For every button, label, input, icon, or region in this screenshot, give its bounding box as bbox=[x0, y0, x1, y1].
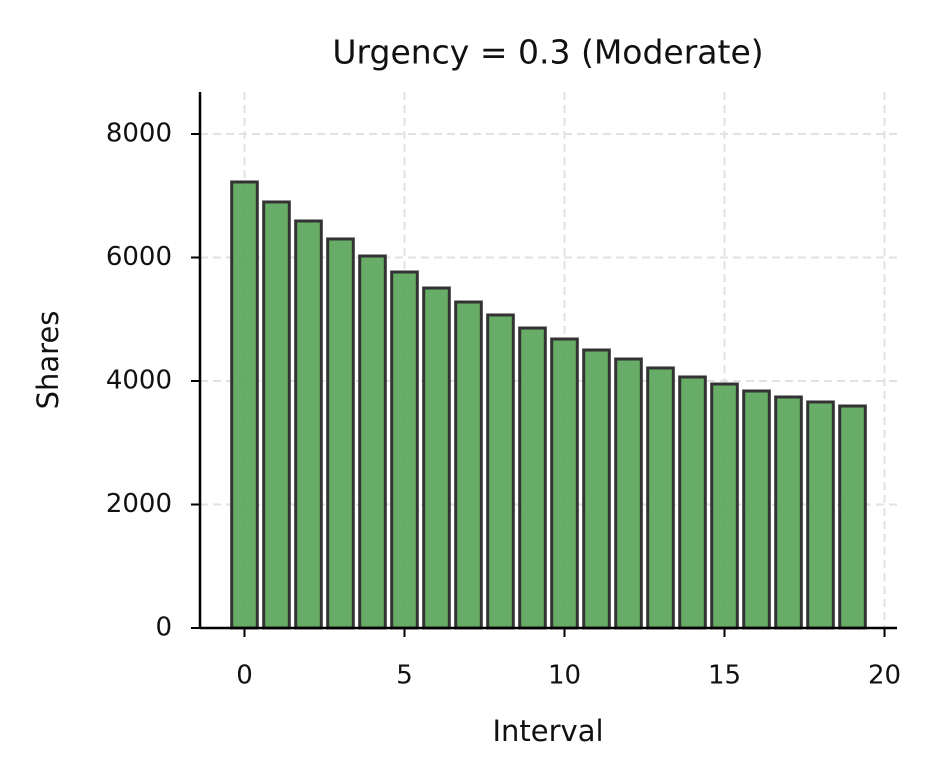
bar bbox=[262, 200, 291, 630]
bar bbox=[550, 337, 579, 630]
x-tick-label: 0 bbox=[236, 661, 253, 691]
y-tick-label: 0 bbox=[155, 613, 172, 643]
x-tick-label: 15 bbox=[708, 661, 741, 691]
bar bbox=[454, 300, 483, 630]
bar bbox=[486, 313, 515, 630]
bar bbox=[806, 400, 835, 630]
bar bbox=[742, 389, 771, 630]
chart-title: Urgency = 0.3 (Moderate) bbox=[332, 33, 763, 72]
bar bbox=[582, 348, 611, 630]
bar bbox=[838, 404, 867, 630]
y-tick-label: 2000 bbox=[106, 489, 172, 519]
bar bbox=[614, 357, 643, 630]
bar bbox=[422, 286, 451, 630]
bar bbox=[518, 326, 547, 630]
bar bbox=[390, 270, 419, 630]
y-axis-label: Shares bbox=[31, 311, 65, 410]
bar bbox=[230, 180, 259, 630]
bar bbox=[710, 382, 739, 630]
y-tick-label: 4000 bbox=[106, 365, 172, 395]
bar bbox=[326, 237, 355, 630]
x-tick-label: 20 bbox=[868, 661, 901, 691]
y-tick-label: 6000 bbox=[106, 242, 172, 272]
x-axis-label: Interval bbox=[492, 714, 603, 748]
x-tick-label: 10 bbox=[548, 661, 581, 691]
bar bbox=[294, 219, 323, 630]
bar bbox=[646, 366, 675, 630]
bar bbox=[678, 375, 707, 630]
bar bbox=[358, 254, 387, 630]
x-tick-label: 5 bbox=[396, 661, 413, 691]
y-tick-label: 8000 bbox=[106, 118, 172, 148]
bar bbox=[774, 395, 803, 630]
